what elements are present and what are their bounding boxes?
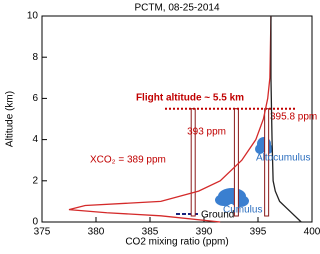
x-axis-label: CO2 mixing ratio (ppm): [125, 237, 228, 248]
y-tick-label: 6: [32, 93, 38, 104]
column-label: 393 ppm: [187, 127, 226, 138]
y-tick-label: 4: [32, 134, 38, 145]
profile-line: [68, 15, 272, 223]
column-label: 395.8 ppm: [270, 112, 317, 123]
flight-altitude-label: Flight altitude ~ 5.5 km: [136, 92, 244, 103]
x-tick-label: 400: [304, 227, 320, 238]
x-tick-label: 390: [196, 227, 213, 238]
x-tick-label: 375: [34, 227, 51, 238]
chart-title: PCTM, 08-25-2014: [134, 3, 219, 14]
cloud-altocumulus: [255, 137, 273, 154]
annotation: Ground: [201, 210, 234, 221]
annotation: Cumulus: [223, 205, 262, 216]
column-bar: [233, 108, 239, 217]
profile-line: [270, 16, 302, 223]
plot-frame: [41, 15, 313, 223]
y-tick-label: 0: [32, 217, 38, 228]
y-tick-label: 8: [32, 52, 38, 63]
x-tick-label: 395: [250, 227, 267, 238]
y-tick-label: 10: [27, 11, 39, 22]
x-tick-label: 380: [88, 227, 105, 238]
x-tick-label: 385: [142, 227, 159, 238]
y-tick-label: 2: [32, 175, 38, 186]
annotation: Altocumulus: [256, 153, 310, 164]
column-bar: [190, 108, 196, 217]
y-axis-label: Altitude (km): [5, 91, 16, 147]
column-label: XCO₂ = 389 ppm: [90, 155, 166, 166]
